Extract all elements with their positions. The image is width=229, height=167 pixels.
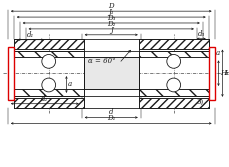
Text: 3): 3) — [196, 98, 203, 106]
Polygon shape — [14, 89, 83, 96]
Text: a: a — [67, 80, 71, 89]
Text: J: J — [109, 26, 112, 34]
Polygon shape — [138, 39, 208, 49]
Circle shape — [166, 54, 180, 68]
Text: D₁: D₁ — [106, 114, 115, 122]
Polygon shape — [83, 57, 138, 89]
Polygon shape — [138, 51, 208, 57]
Text: a: a — [215, 48, 219, 56]
Text: d₁: d₁ — [27, 31, 34, 39]
Text: D₃: D₃ — [106, 14, 115, 22]
Text: H₁: H₁ — [219, 69, 228, 77]
Polygon shape — [14, 98, 83, 108]
Circle shape — [42, 54, 55, 68]
Bar — [208, 47, 214, 100]
Text: α = 60°: α = 60° — [87, 57, 115, 65]
Bar — [8, 47, 14, 100]
Circle shape — [166, 78, 180, 92]
Text: d₂: d₂ — [41, 95, 48, 103]
Text: J₁: J₁ — [108, 8, 114, 16]
Polygon shape — [14, 39, 83, 49]
Text: d₃: d₃ — [197, 30, 204, 38]
Text: d: d — [109, 108, 113, 116]
Circle shape — [42, 78, 55, 92]
Text: D: D — [108, 2, 114, 10]
Polygon shape — [138, 89, 208, 96]
Text: D₂: D₂ — [106, 20, 115, 28]
Polygon shape — [14, 51, 83, 57]
Polygon shape — [138, 98, 208, 108]
Text: H: H — [223, 69, 229, 77]
